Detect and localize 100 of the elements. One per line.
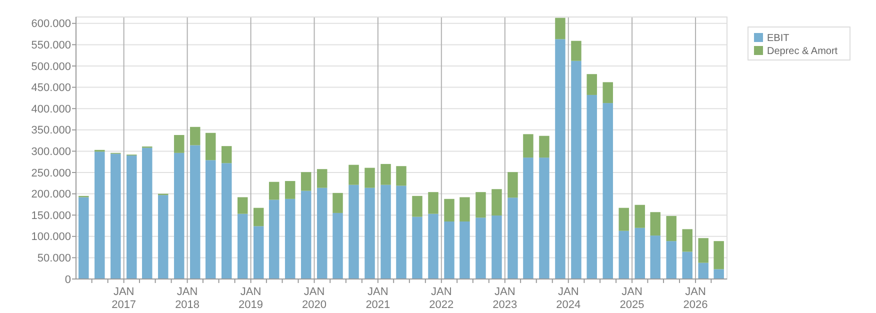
bar — [508, 198, 518, 279]
x-tick-label: JAN 2021 — [366, 286, 390, 311]
bar — [316, 188, 328, 279]
bar — [284, 181, 296, 199]
bar — [174, 152, 184, 279]
bar — [476, 218, 486, 279]
bar — [650, 212, 660, 236]
bar — [571, 40, 582, 61]
bar — [460, 221, 470, 279]
bar — [523, 134, 534, 158]
bar — [380, 184, 391, 279]
bar — [268, 200, 280, 279]
bar — [508, 172, 518, 198]
bar — [460, 197, 470, 222]
bar — [126, 155, 137, 279]
bar — [190, 145, 200, 279]
y-tick-label: 500.000 — [31, 60, 71, 73]
bar — [94, 152, 105, 279]
bar — [618, 208, 629, 231]
y-tick-label: 0 — [64, 274, 71, 286]
bar — [190, 126, 200, 146]
y-tick-label: 100.000 — [31, 231, 71, 244]
bar — [110, 154, 121, 279]
bar — [222, 163, 232, 279]
bar — [586, 94, 597, 279]
bar — [300, 190, 312, 279]
bar — [634, 204, 645, 228]
bar — [539, 158, 550, 279]
y-tick-label: 150.000 — [31, 210, 71, 222]
bar — [348, 184, 359, 279]
bar — [205, 132, 216, 160]
bar — [364, 168, 375, 188]
bar — [492, 216, 502, 279]
x-tick-label: JAN 2022 — [429, 286, 454, 311]
bar — [602, 82, 613, 104]
bar — [650, 236, 660, 279]
x-tick-label: JAN 2023 — [492, 286, 518, 311]
bar — [555, 39, 566, 279]
bar — [174, 135, 184, 153]
bar — [523, 158, 534, 279]
bar — [412, 216, 422, 279]
y-tick-label: 550.000 — [31, 40, 71, 52]
bar — [714, 241, 724, 270]
bar — [238, 197, 248, 214]
bar — [634, 228, 645, 279]
x-tick-label: JAN 2019 — [238, 286, 264, 311]
bar — [284, 198, 296, 279]
bar — [586, 74, 597, 95]
y-tick-label: 450.000 — [31, 82, 71, 94]
bar — [254, 208, 264, 226]
bar — [396, 186, 406, 279]
bar — [332, 212, 343, 279]
bar — [332, 192, 343, 213]
bar — [158, 195, 168, 279]
bar — [444, 221, 454, 279]
bar — [348, 164, 359, 185]
bar — [492, 189, 502, 216]
bar — [78, 197, 89, 279]
bar — [698, 262, 708, 279]
bar — [714, 269, 724, 279]
bar — [682, 252, 692, 279]
bar — [364, 188, 375, 279]
bar — [268, 182, 280, 200]
bar — [316, 169, 328, 188]
y-tick-label: 300.000 — [31, 146, 71, 158]
bar — [428, 214, 438, 279]
y-tick-label: 400.000 — [31, 103, 71, 116]
x-tick-label: JAN 2026 — [683, 286, 708, 311]
bar — [238, 214, 248, 279]
bar — [428, 192, 438, 214]
y-tick-label: 50.000 — [37, 252, 71, 265]
bar — [618, 230, 629, 279]
legend-label: Deprec & Amort — [767, 46, 838, 57]
y-tick-label: 200.000 — [31, 188, 71, 201]
bar — [555, 18, 566, 40]
bar — [698, 238, 708, 263]
y-tick-label: 600.000 — [31, 18, 71, 30]
bar — [682, 229, 692, 252]
bar — [142, 148, 152, 279]
bar — [666, 241, 676, 279]
y-tick-label: 250.000 — [31, 167, 71, 180]
bar — [222, 146, 232, 164]
bar — [444, 198, 454, 222]
bar — [205, 160, 216, 279]
x-tick-label: JAN 2017 — [112, 286, 136, 311]
x-tick-label: JAN 2025 — [620, 286, 644, 311]
bar — [300, 172, 312, 191]
bar — [412, 196, 422, 217]
bar — [396, 166, 406, 186]
y-tick-label: 350.000 — [31, 124, 71, 137]
x-tick-label: JAN 2024 — [556, 286, 581, 311]
bar — [602, 103, 613, 279]
x-tick-label: JAN 2018 — [175, 286, 200, 311]
bar — [380, 164, 391, 185]
bar — [666, 216, 676, 242]
bar — [571, 60, 582, 279]
x-tick-label: JAN 2020 — [302, 286, 327, 311]
bar — [539, 136, 550, 158]
bar — [254, 226, 264, 279]
bar — [476, 192, 486, 218]
